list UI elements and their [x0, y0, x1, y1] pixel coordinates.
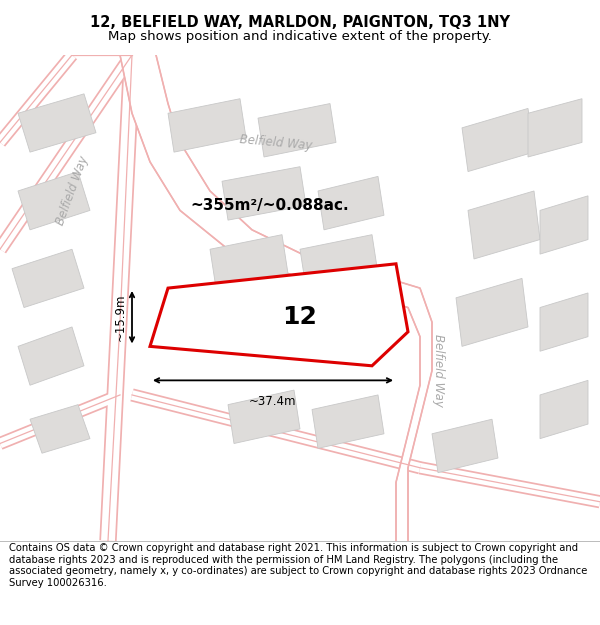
Text: Belfield Way: Belfield Way [239, 132, 313, 152]
Polygon shape [18, 327, 84, 385]
Polygon shape [258, 104, 336, 157]
Text: ~37.4m: ~37.4m [249, 395, 297, 408]
Polygon shape [168, 99, 246, 152]
Polygon shape [300, 234, 378, 288]
Text: Belfield Way: Belfield Way [431, 334, 445, 407]
Polygon shape [528, 99, 582, 157]
Polygon shape [18, 94, 96, 152]
Polygon shape [30, 404, 90, 453]
Polygon shape [540, 381, 588, 439]
Text: Belfield Way: Belfield Way [53, 154, 91, 228]
Polygon shape [462, 108, 534, 171]
Polygon shape [12, 249, 84, 308]
Polygon shape [228, 390, 300, 444]
Polygon shape [456, 278, 528, 346]
Polygon shape [120, 55, 432, 541]
Polygon shape [318, 176, 384, 230]
Text: Contains OS data © Crown copyright and database right 2021. This information is : Contains OS data © Crown copyright and d… [9, 543, 587, 588]
Polygon shape [540, 196, 588, 254]
Polygon shape [210, 234, 288, 288]
Polygon shape [18, 171, 90, 230]
Text: 12, BELFIELD WAY, MARLDON, PAIGNTON, TQ3 1NY: 12, BELFIELD WAY, MARLDON, PAIGNTON, TQ3… [90, 16, 510, 31]
Text: ~355m²/~0.088ac.: ~355m²/~0.088ac. [191, 198, 349, 213]
Polygon shape [468, 191, 540, 259]
Polygon shape [150, 264, 408, 366]
Text: 12: 12 [283, 305, 317, 329]
Text: Map shows position and indicative extent of the property.: Map shows position and indicative extent… [108, 30, 492, 43]
Text: ~15.9m: ~15.9m [114, 294, 127, 341]
Polygon shape [312, 395, 384, 448]
Polygon shape [432, 419, 498, 472]
Polygon shape [540, 293, 588, 351]
Polygon shape [222, 167, 306, 220]
